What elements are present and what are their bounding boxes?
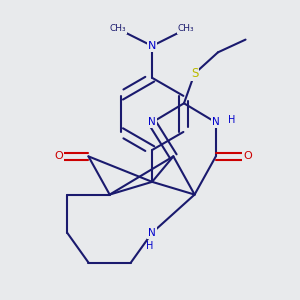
Text: N: N <box>148 228 156 238</box>
Text: S: S <box>191 67 198 80</box>
Text: H: H <box>146 242 154 251</box>
Text: N: N <box>148 117 156 128</box>
Text: O: O <box>243 152 252 161</box>
Text: CH₃: CH₃ <box>178 25 194 34</box>
Text: N: N <box>148 41 156 51</box>
Text: O: O <box>54 152 63 161</box>
Text: N: N <box>212 117 220 128</box>
Text: CH₃: CH₃ <box>110 25 127 34</box>
Text: H: H <box>228 115 236 125</box>
